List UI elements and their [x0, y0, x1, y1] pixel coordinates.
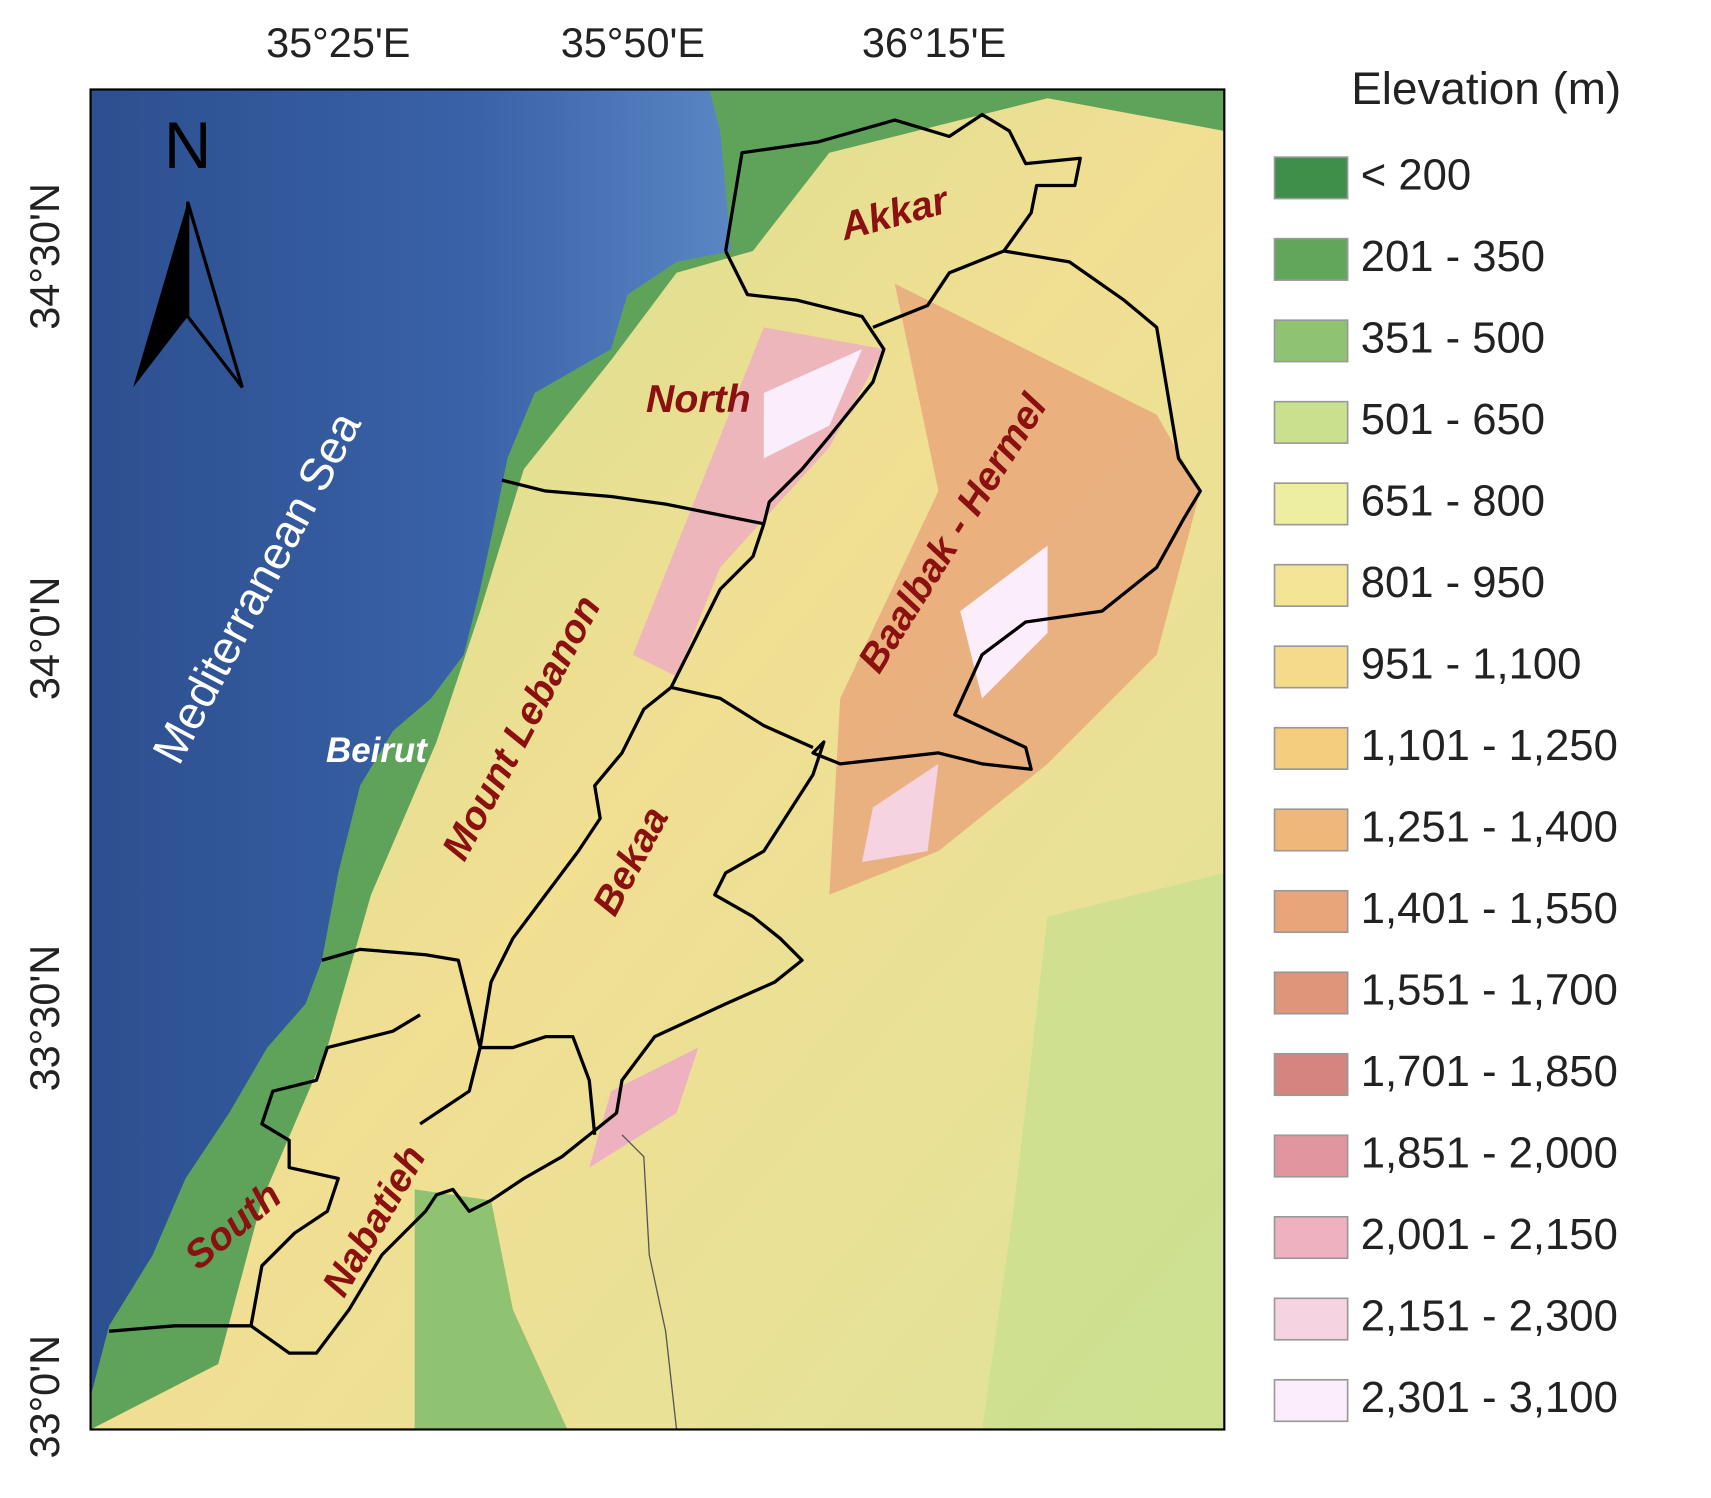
legend-swatch [1273, 808, 1349, 852]
legend-swatch [1273, 726, 1349, 771]
latitude-label: 33°30'N [21, 945, 68, 1092]
legend-swatch [1273, 1215, 1349, 1260]
peak [589, 1047, 699, 1168]
legend-label: < 200 [1361, 150, 1471, 199]
map-frame: N [90, 89, 1225, 1430]
legend-swatch [1273, 1134, 1349, 1178]
legend-label: 1,701 - 1,850 [1361, 1047, 1618, 1096]
legend-swatch [1273, 319, 1349, 363]
legend-label: 501 - 650 [1361, 395, 1545, 444]
region-border [501, 478, 814, 749]
legend-swatch [1273, 1379, 1349, 1423]
legend-label: 1,251 - 1,400 [1361, 802, 1618, 851]
legend-label: 2,301 - 3,100 [1361, 1373, 1618, 1422]
plateau [982, 872, 1225, 1430]
legend-swatch [1273, 237, 1349, 281]
legend-label: 1,851 - 2,000 [1361, 1129, 1618, 1178]
legend-label: 1,551 - 1,700 [1361, 966, 1618, 1015]
region-border [249, 1013, 421, 1327]
legend-swatch [1273, 889, 1349, 934]
longitude-label: 36°15'E [862, 19, 1006, 66]
legend-label: 351 - 500 [1361, 313, 1545, 362]
legend-swatch [1273, 400, 1349, 444]
lowland [414, 1189, 568, 1430]
legend-label: 1,401 - 1,550 [1361, 884, 1618, 933]
region-border [724, 250, 886, 525]
legend-label: 2,151 - 2,300 [1361, 1292, 1618, 1341]
legend-swatch [1273, 1297, 1349, 1341]
region-border [478, 686, 673, 1136]
peak [960, 545, 1048, 699]
legend-swatch [1273, 1052, 1349, 1097]
country-border [621, 1134, 678, 1430]
legend-label: 201 - 350 [1361, 232, 1545, 281]
legend-swatch [1273, 971, 1349, 1015]
peak [763, 349, 863, 459]
longitude-label: 35°25'E [266, 19, 410, 66]
region-border [321, 947, 482, 1126]
legend-swatch [1273, 645, 1349, 689]
city-label: Beirut [326, 731, 428, 770]
national-border [108, 112, 1202, 1355]
legend-swatch [1273, 482, 1349, 526]
legend-swatch [1273, 156, 1349, 200]
legend-label: 801 - 950 [1361, 558, 1545, 607]
legend-title: Elevation (m) [1351, 63, 1621, 114]
sea [90, 89, 732, 1397]
north-arrow [133, 201, 244, 389]
legend-label: 651 - 800 [1361, 476, 1545, 525]
longitude-label: 35°50'E [561, 19, 705, 66]
map-border [89, 88, 1226, 1431]
region-label: North [646, 377, 751, 421]
latitude-label: 33°0'N [21, 1335, 68, 1459]
peak [862, 763, 939, 863]
legend-label: 1,101 - 1,250 [1361, 721, 1618, 770]
latitude-label: 34°0'N [21, 577, 68, 701]
region-border [872, 249, 1005, 329]
legend-label: 2,001 - 2,150 [1361, 1210, 1618, 1259]
legend-swatch [1273, 563, 1349, 607]
latitude-label: 34°30'N [21, 183, 68, 330]
north-label: N [164, 109, 211, 182]
legend-label: 951 - 1,100 [1361, 639, 1582, 688]
